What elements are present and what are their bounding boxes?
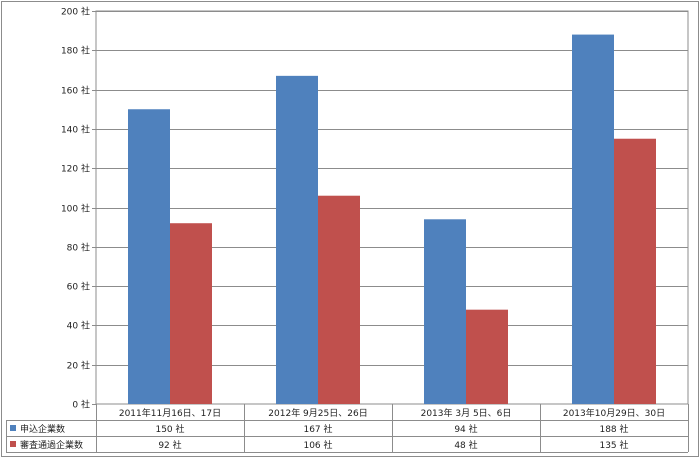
legend-swatch-1 xyxy=(10,441,16,447)
data-label: 92 社 xyxy=(158,439,181,451)
y-tick-label: 120 社 xyxy=(61,163,90,175)
bar-applications-2 xyxy=(424,219,466,404)
x-tick-label: 2012年 9月25日、26日 xyxy=(268,407,367,419)
data-label: 106 社 xyxy=(303,439,332,451)
data-label: 150 社 xyxy=(155,423,184,435)
bar-passed-3 xyxy=(614,138,656,404)
y-tick-label: 140 社 xyxy=(61,124,90,136)
legend-label: 審査通過企業数 xyxy=(20,439,83,451)
y-tick-label: 80 社 xyxy=(67,242,90,254)
legend-label: 申込企業数 xyxy=(20,423,65,435)
data-label: 167 社 xyxy=(303,423,332,435)
data-label: 48 社 xyxy=(454,439,477,451)
bar-passed-1 xyxy=(318,195,360,404)
x-tick-label: 2011年11月16日、17日 xyxy=(119,407,221,419)
y-tick-label: 0 社 xyxy=(72,399,90,411)
data-label: 188 社 xyxy=(599,423,628,435)
y-tick-label: 60 社 xyxy=(67,281,90,293)
data-label: 94 社 xyxy=(454,423,477,435)
x-tick-label: 2013年10月29日、30日 xyxy=(563,407,665,419)
legend-swatch-0 xyxy=(10,425,16,431)
bar-applications-0 xyxy=(128,109,170,404)
y-tick-label: 100 社 xyxy=(61,203,90,215)
data-label: 135 社 xyxy=(599,439,628,451)
bar-applications-1 xyxy=(276,75,318,404)
y-tick-label: 40 社 xyxy=(67,320,90,332)
bar-applications-3 xyxy=(572,34,614,404)
y-tick-label: 200 社 xyxy=(61,6,90,18)
y-tick-label: 160 社 xyxy=(61,85,90,97)
y-tick-label: 20 社 xyxy=(67,360,90,372)
bar-passed-0 xyxy=(170,223,212,404)
x-tick-label: 2013年 3月 5日、6日 xyxy=(421,407,512,419)
bar-passed-2 xyxy=(466,309,508,404)
y-tick-label: 180 社 xyxy=(61,45,90,57)
